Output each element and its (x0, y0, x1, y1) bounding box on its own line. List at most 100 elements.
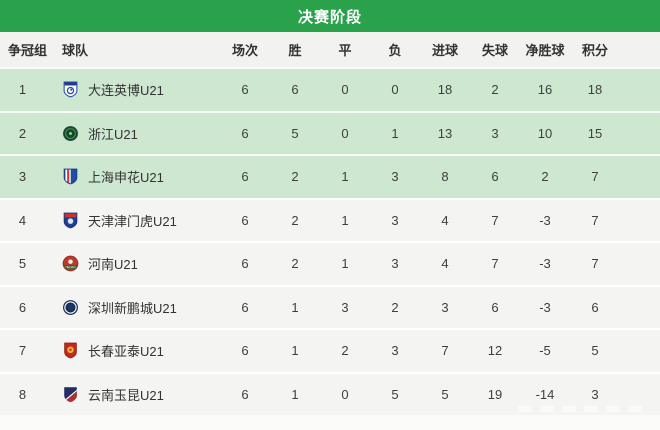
stat-cell: 6 (241, 125, 249, 141)
stat-cell: -3 (539, 256, 551, 272)
stat-cell: 1 (291, 299, 299, 315)
team-badge-icon (62, 386, 79, 403)
stat-cell: 5 (291, 125, 299, 141)
stat-cell: 1 (341, 169, 349, 185)
team-cell: 云南玉昆U21 (45, 385, 220, 404)
team-name: 长春亚泰U21 (88, 344, 164, 360)
standings-table-body: 1 大连英博U21 6 6 0 0 18 2 16 18 2 浙江U21 6 5 0 1 13 3 10 1… (0, 67, 660, 415)
stat-cell: 3 (391, 343, 399, 359)
stat-cell: 1 (341, 212, 349, 228)
rank-cell: 1 (18, 82, 27, 98)
stat-cell: 0 (341, 125, 349, 141)
table-row[interactable]: 7 长春亚泰U21 6 1 2 3 7 12 -5 5 (0, 328, 660, 372)
stat-cell: 6 (241, 82, 249, 98)
column-header-3: 胜 (288, 43, 302, 58)
team-badge-icon (62, 342, 79, 359)
stat-cell: 3 (341, 299, 349, 315)
team-badge-icon (62, 168, 79, 185)
team-badge-icon (62, 125, 79, 142)
stat-cell: 5 (591, 343, 599, 359)
table-row[interactable]: 6 深圳新鹏城U21 6 1 3 2 3 6 -3 6 (0, 284, 660, 328)
rank-cell: 2 (18, 125, 27, 141)
stat-cell: 2 (541, 169, 549, 185)
team-badge-icon (62, 81, 79, 98)
stat-cell: 2 (291, 212, 299, 228)
rank-cell: 5 (18, 256, 27, 272)
team-badge-icon (62, 212, 79, 229)
table-row[interactable]: 4 天津津门虎U21 6 2 1 3 4 7 -3 7 (0, 197, 660, 241)
rank-cell: 4 (18, 212, 27, 228)
team-cell: 天津津门虎U21 (45, 211, 220, 230)
stat-cell: 6 (491, 169, 499, 185)
stat-cell: 7 (441, 343, 449, 359)
stat-cell: -3 (539, 299, 551, 315)
stat-cell: 0 (341, 386, 349, 402)
stat-cell: 19 (487, 386, 503, 402)
stat-cell: 16 (537, 82, 553, 98)
stat-cell: 7 (491, 212, 499, 228)
stat-cell: 1 (341, 256, 349, 272)
team-name: 大连英博U21 (88, 83, 164, 99)
stat-cell: 6 (291, 82, 299, 98)
stat-cell: 6 (491, 299, 499, 315)
stat-cell: 3 (391, 169, 399, 185)
stat-cell: -5 (539, 343, 551, 359)
column-header-row: 争冠组 球队 场次 胜 平 负 进球 失球 净胜球 积分 (0, 32, 660, 67)
stat-cell: 7 (491, 256, 499, 272)
team-cell: 深圳新鹏城U21 (45, 298, 220, 317)
team-name: 云南玉昆U21 (88, 387, 164, 403)
table-row[interactable]: 8 云南玉昆U21 6 1 0 5 5 19 -14 3 (0, 371, 660, 415)
column-header-9: 积分 (581, 43, 608, 58)
stat-cell: 18 (437, 82, 453, 98)
column-header-5: 负 (388, 43, 402, 58)
stat-cell: 1 (391, 125, 399, 141)
column-header-0: 争冠组 (8, 43, 48, 58)
stat-cell: 2 (391, 299, 399, 315)
stat-cell: 12 (487, 343, 503, 359)
stat-cell: 3 (491, 125, 499, 141)
stat-cell: 15 (587, 125, 603, 141)
stat-cell: 2 (341, 343, 349, 359)
stat-cell: 6 (241, 343, 249, 359)
table-row[interactable]: 2 浙江U21 6 5 0 1 13 3 10 15 (0, 110, 660, 154)
svg-text:HENAN: HENAN (65, 265, 75, 269)
table-row[interactable]: 3 上海申花U21 6 2 1 3 8 6 2 7 (0, 154, 660, 198)
stat-cell: 6 (241, 169, 249, 185)
team-name: 上海申花U21 (88, 170, 164, 186)
table-row[interactable]: 1 大连英博U21 6 6 0 0 18 2 16 18 (0, 67, 660, 111)
table-row[interactable]: 5 HENAN 河南U21 6 2 1 3 4 7 -3 7 (0, 241, 660, 285)
stat-cell: 0 (391, 82, 399, 98)
team-cell: 浙江U21 (45, 124, 220, 143)
footer-strip (0, 415, 660, 430)
stat-cell: 7 (591, 212, 599, 228)
team-badge-icon (62, 299, 79, 316)
stat-cell: 3 (591, 386, 599, 402)
stat-cell: 0 (341, 82, 349, 98)
team-cell: HENAN 河南U21 (45, 254, 220, 273)
team-cell: 大连英博U21 (45, 80, 220, 99)
column-header-7: 失球 (481, 43, 508, 58)
stat-cell: -14 (535, 386, 555, 402)
stat-cell: 6 (241, 212, 249, 228)
stat-cell: 6 (241, 386, 249, 402)
stat-cell: 8 (441, 169, 449, 185)
team-name: 深圳新鹏城U21 (88, 300, 177, 316)
team-name: 河南U21 (88, 257, 138, 273)
stat-cell: 13 (437, 125, 453, 141)
stat-cell: 6 (591, 299, 599, 315)
stage-title: 决赛阶段 (297, 8, 362, 26)
team-cell: 长春亚泰U21 (45, 341, 220, 360)
stat-cell: 7 (591, 256, 599, 272)
column-header-6: 进球 (431, 43, 458, 58)
rank-cell: 3 (18, 169, 27, 185)
team-cell: 上海申花U21 (45, 167, 220, 186)
stat-cell: -3 (539, 212, 551, 228)
stat-cell: 5 (441, 386, 449, 402)
stat-cell: 4 (441, 212, 449, 228)
stat-cell: 5 (391, 386, 399, 402)
team-badge-icon: HENAN (62, 255, 79, 272)
stat-cell: 3 (441, 299, 449, 315)
column-header-4: 平 (338, 43, 352, 58)
stage-header-bar: 决赛阶段 (0, 0, 660, 32)
